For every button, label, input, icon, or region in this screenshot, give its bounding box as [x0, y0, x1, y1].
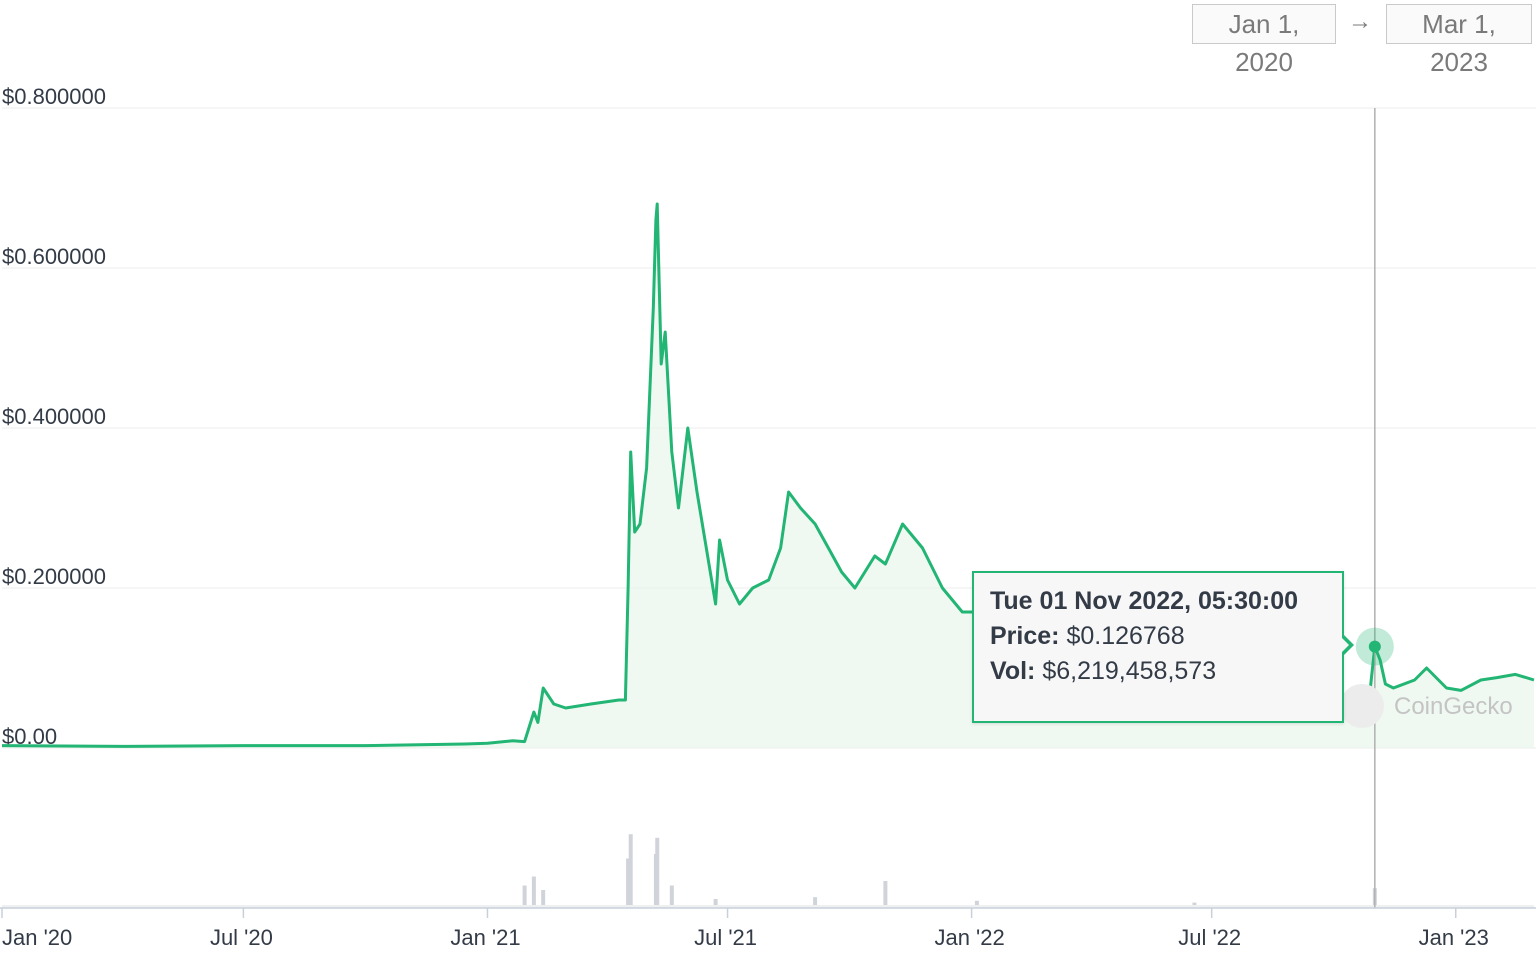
volume-bar [522, 885, 527, 908]
y-axis-labels: $0.00$0.200000$0.400000$0.600000$0.80000… [2, 84, 106, 749]
volume-bar [655, 837, 660, 908]
x-tick-label: Jan '22 [934, 925, 1004, 950]
x-tick-label: Jan '21 [450, 925, 520, 950]
date-range-start[interactable]: Jan 1, 2020 [1192, 4, 1336, 77]
volume-bars [2, 834, 1534, 908]
price-area [2, 204, 1534, 748]
volume-baseline [2, 905, 1534, 908]
volume-bar [628, 834, 633, 908]
x-tick-label: Jan '20 [2, 925, 72, 950]
volume-bar [669, 885, 674, 908]
arrow-right-icon: → [1348, 8, 1372, 35]
tooltip-price-label: Price: [990, 622, 1060, 650]
tooltip-price-value: $0.126768 [1066, 622, 1185, 650]
volume-bar [541, 890, 546, 908]
volume-bar [626, 858, 631, 908]
tooltip-price-row: Price: $0.126768 [990, 622, 1326, 651]
x-tick-label: Jul '20 [210, 925, 273, 950]
tooltip-vol-row: Vol: $6,219,458,573 [990, 657, 1326, 686]
volume-bar [883, 881, 888, 908]
hover-point[interactable] [1368, 640, 1381, 653]
volume-bar [974, 900, 979, 908]
x-tick-label: Jan '23 [1419, 925, 1489, 950]
y-tick-label: $0.400000 [2, 404, 106, 429]
y-tick-label: $0.800000 [2, 84, 106, 109]
x-axis-ticks: Jan '20 Jul '20 Jan '21 Jul '21 Jan '22 Jul '… [1, 908, 1489, 950]
tooltip-vol-value: $6,219,458,573 [1042, 657, 1217, 685]
price-tooltip: Tue 01 Nov 2022, 05:30:00 Price: $0.1267… [972, 571, 1344, 723]
y-tick-label: $0.200000 [2, 564, 106, 589]
volume-bar [813, 897, 818, 908]
watermark-text: CoinGecko [1394, 693, 1513, 720]
coingecko-watermark: CoinGecko [1340, 684, 1513, 728]
date-range-end[interactable]: Mar 1, 2023 [1386, 4, 1532, 77]
coingecko-logo-icon [1340, 684, 1384, 728]
y-tick-label: $0.600000 [2, 244, 106, 269]
volume-bar [531, 876, 536, 908]
x-tick-label: Jul '21 [694, 925, 757, 950]
tooltip-pointer-inner [1340, 636, 1349, 654]
volume-bar [713, 899, 718, 908]
tooltip-vol-label: Vol: [990, 657, 1036, 685]
tooltip-date: Tue 01 Nov 2022, 05:30:00 [990, 587, 1299, 615]
x-tick-label: Jul '22 [1178, 925, 1241, 950]
